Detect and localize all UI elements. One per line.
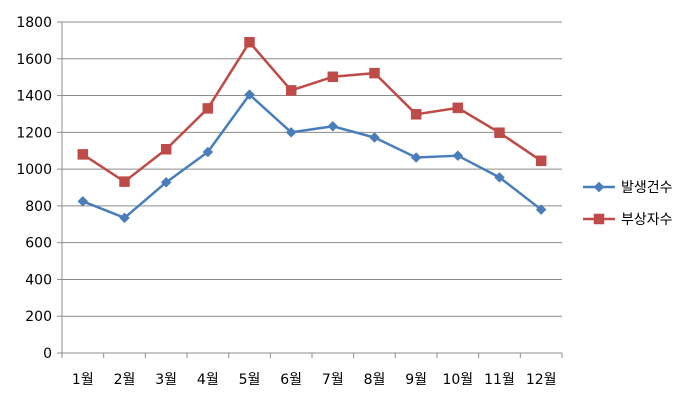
- legend-marker: [593, 181, 605, 193]
- gridlines: [62, 21, 562, 317]
- legend-item: 부상자수: [583, 212, 673, 228]
- data-point: [202, 103, 214, 114]
- data-point: [369, 67, 380, 79]
- x-tick-label: 12월: [526, 372, 557, 388]
- y-tick-label: 800: [25, 199, 52, 215]
- data-point: [285, 85, 297, 96]
- legend-marker: [593, 213, 605, 225]
- series-line: [82, 93, 542, 220]
- data-point: [119, 176, 130, 187]
- x-tick-label: 5월: [239, 372, 261, 388]
- data-point: [410, 109, 422, 120]
- data-point: [160, 176, 172, 188]
- data-point: [535, 204, 547, 215]
- data-point: [77, 195, 89, 207]
- data-point: [202, 146, 214, 158]
- series-line: [82, 40, 542, 183]
- y-tick-label: 1000: [16, 162, 52, 178]
- x-tick-label: 10월: [442, 372, 473, 388]
- y-tick-label: 400: [25, 272, 52, 288]
- data-point: [119, 212, 130, 224]
- series-2: [77, 36, 547, 187]
- data-point: [244, 36, 255, 48]
- series-1: [77, 89, 547, 224]
- legend-label: 부상자수: [621, 212, 673, 228]
- data-point: [160, 144, 172, 155]
- axes: 0 200 400 600 800 1000 1200 1400 1600 1800 1월 2월 3월 4…: [16, 15, 563, 388]
- data-point: [327, 71, 339, 83]
- data-point: [244, 89, 255, 100]
- data-point: [494, 127, 505, 138]
- legend-label: 발생건수: [621, 180, 673, 196]
- data-point: [535, 155, 547, 167]
- y-tick-label: 1200: [16, 125, 52, 141]
- data-point: [369, 132, 380, 143]
- x-tick-label: 8월: [364, 372, 386, 388]
- y-tick-label: 1400: [16, 89, 52, 105]
- data-point: [410, 152, 422, 163]
- y-tick-label: 600: [25, 236, 52, 252]
- data-point: [285, 126, 297, 138]
- x-tick-label: 11월: [484, 372, 515, 388]
- data-point: [494, 172, 505, 183]
- legend-item: 발생건수: [583, 180, 673, 196]
- y-tick-label: 200: [25, 309, 52, 325]
- y-tick-label: 0: [43, 346, 52, 362]
- data-point: [452, 150, 464, 162]
- series-layer: [77, 36, 547, 224]
- x-tick-label: 7월: [322, 372, 344, 388]
- y-tick-label: 1600: [16, 52, 52, 68]
- x-tick-label: 3월: [155, 372, 177, 388]
- data-point: [452, 102, 464, 114]
- y-tick-label: 1800: [16, 15, 52, 31]
- data-point: [327, 120, 339, 132]
- x-tick-label: 6월: [280, 372, 302, 388]
- x-tick-label: 4월: [197, 372, 219, 388]
- data-point: [77, 149, 89, 160]
- x-tick-label: 2월: [114, 372, 136, 388]
- x-tick-label: 9월: [405, 372, 427, 388]
- x-tick-label: 1월: [72, 372, 94, 388]
